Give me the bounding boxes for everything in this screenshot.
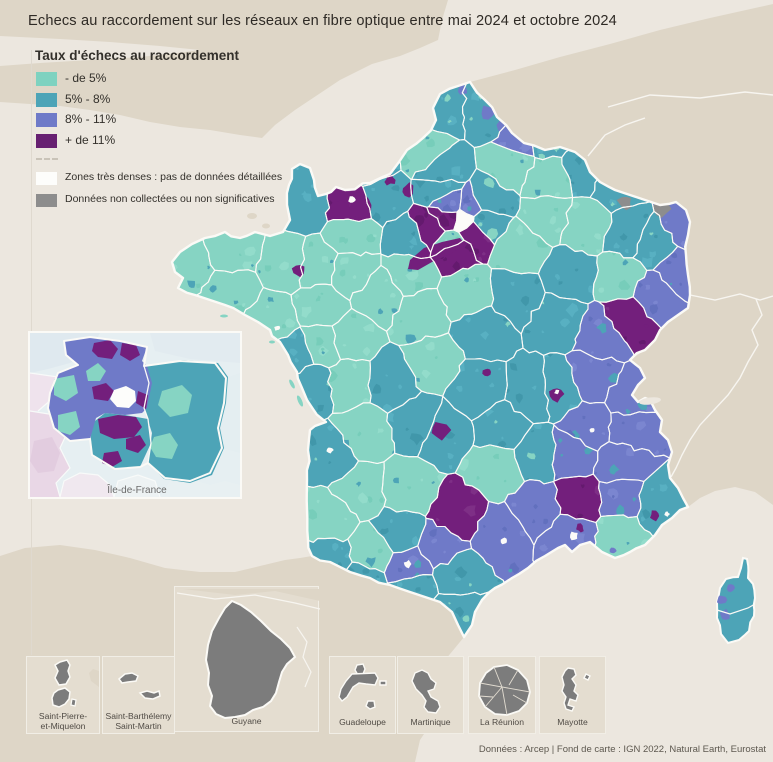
svg-text:Île-de-France: Île-de-France — [106, 483, 167, 496]
